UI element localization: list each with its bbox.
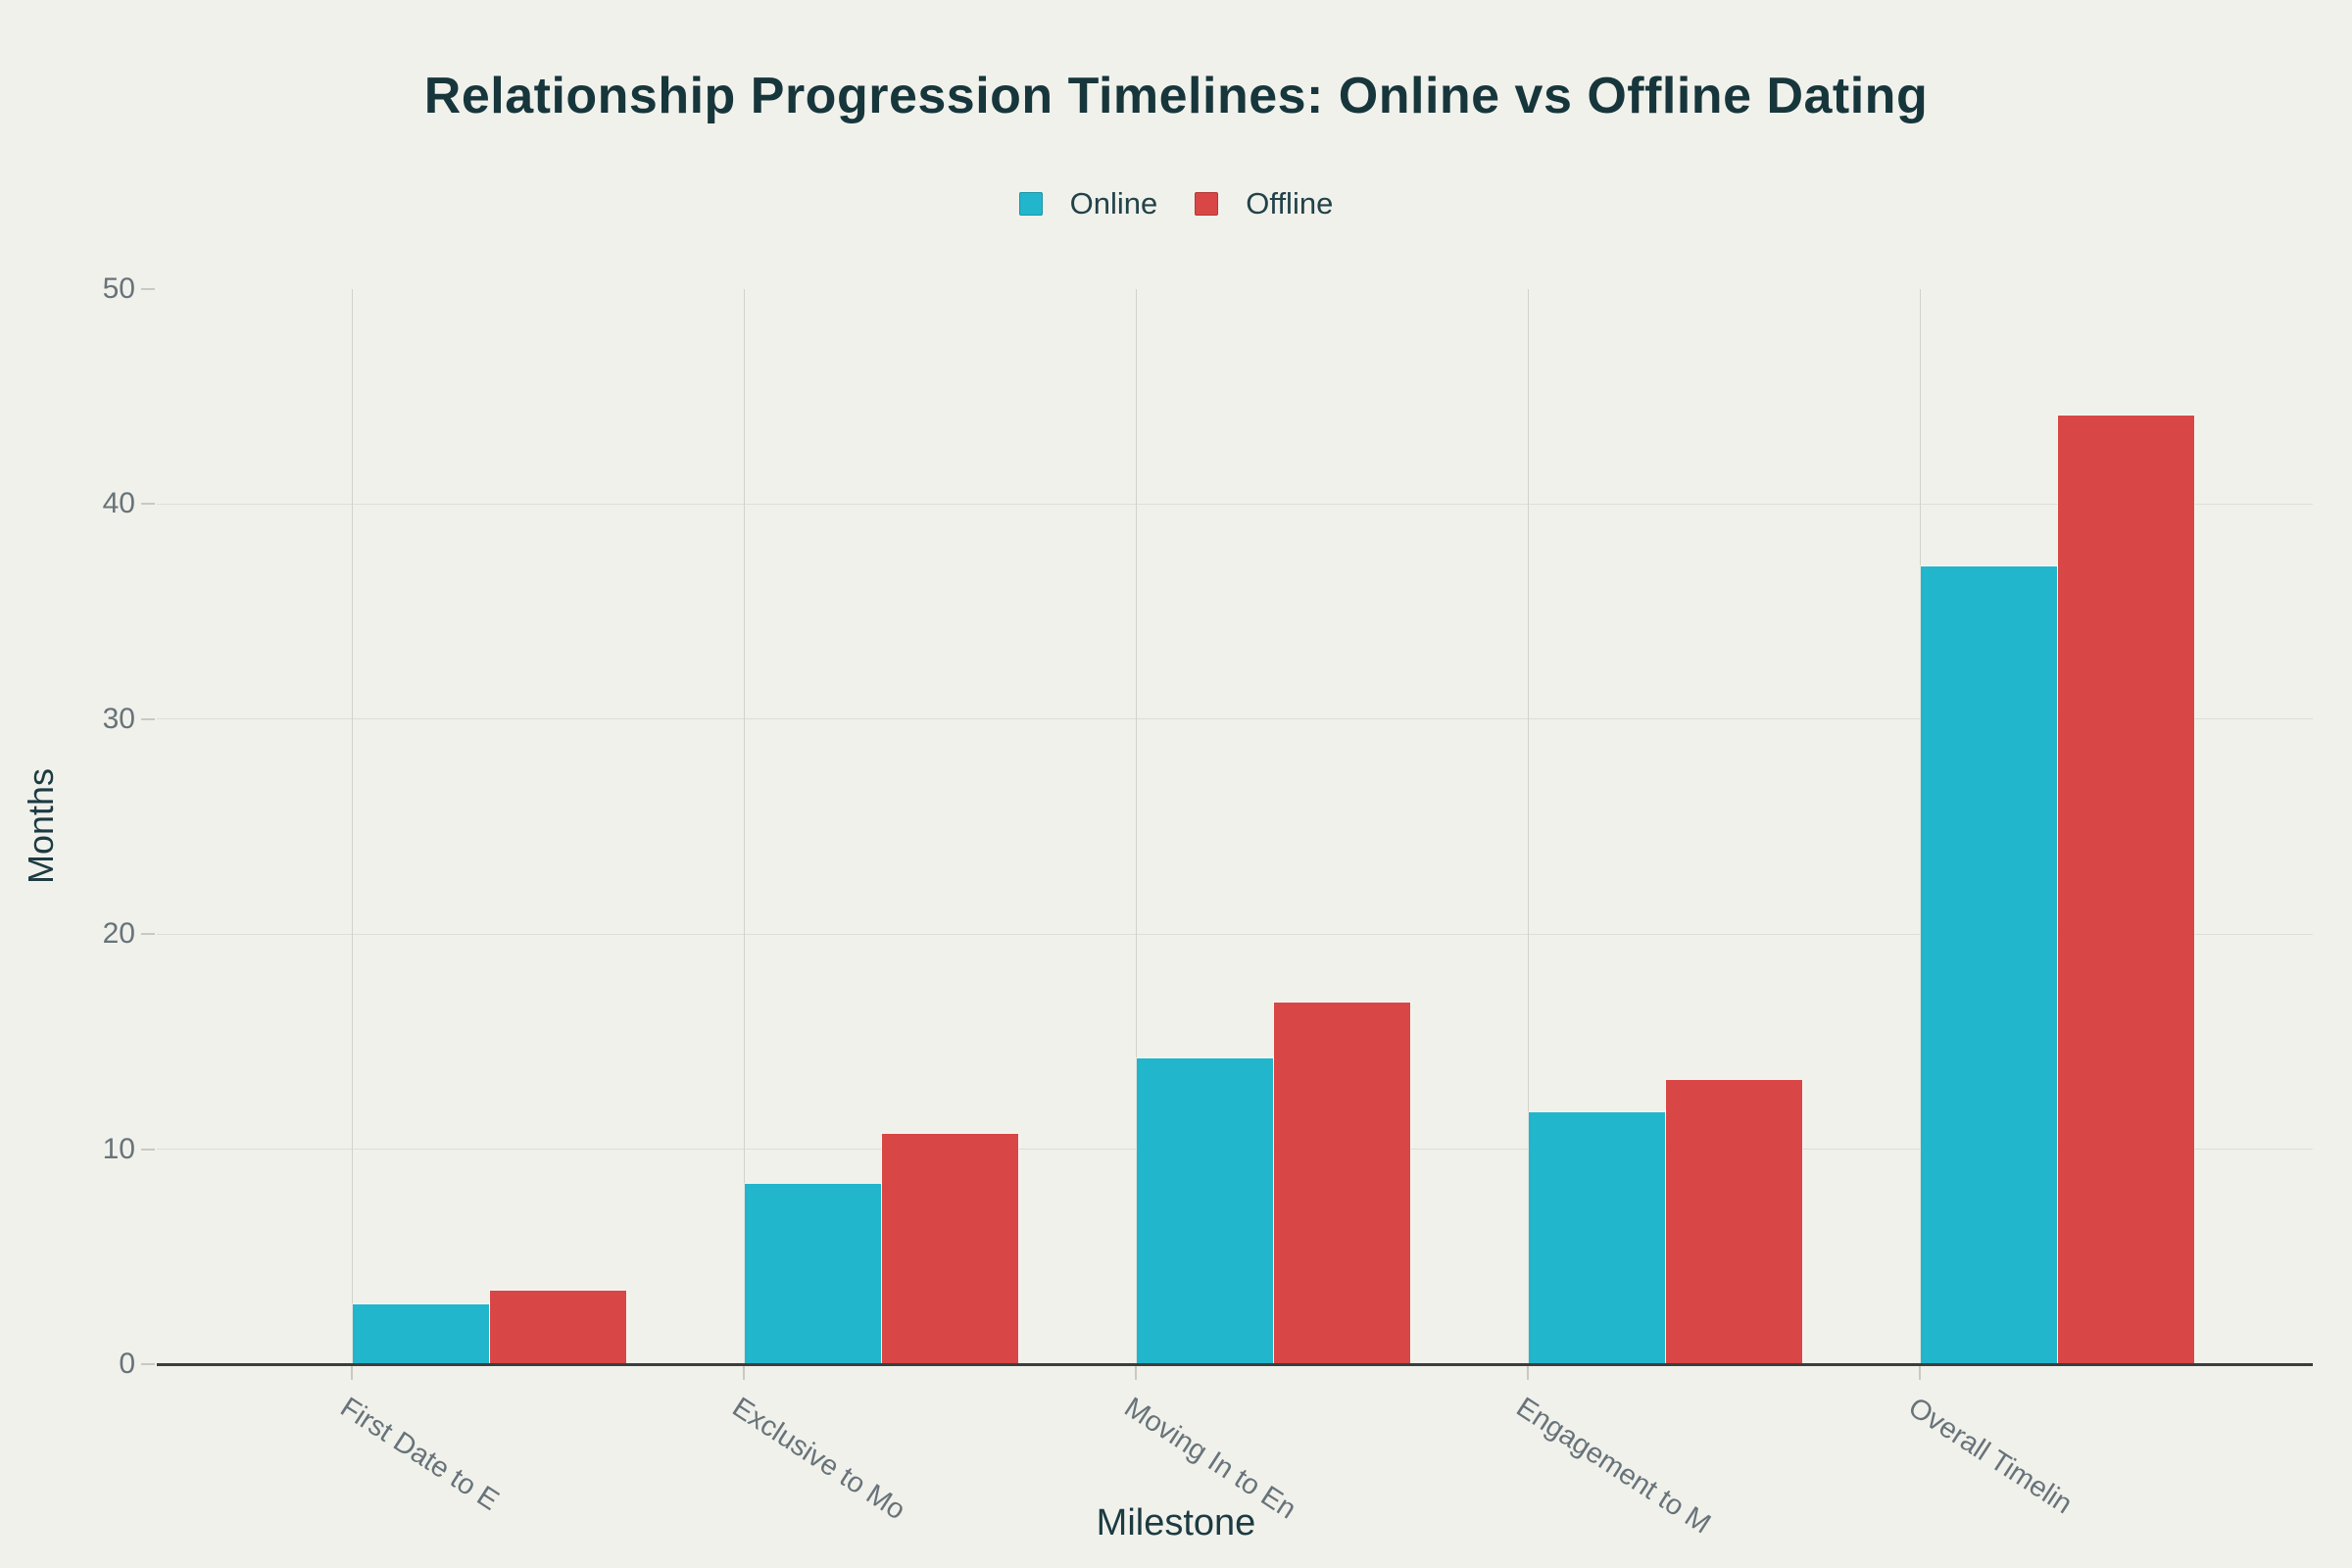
- y-tick-mark: [141, 1148, 155, 1151]
- x-gridline: [1528, 289, 1529, 1364]
- bar-offline-4[interactable]: [2058, 416, 2194, 1364]
- bar-online-1[interactable]: [745, 1183, 881, 1364]
- x-gridline: [1136, 289, 1137, 1364]
- x-axis-line: [157, 1363, 2313, 1366]
- bar-online-0[interactable]: [353, 1303, 489, 1364]
- legend-swatch-online-icon: [1018, 192, 1043, 216]
- x-tick-mark: [1135, 1364, 1137, 1380]
- x-tick-mark: [351, 1364, 353, 1380]
- y-tick-label: 50: [102, 272, 135, 305]
- y-tick-mark: [141, 288, 155, 290]
- y-tick-label: 30: [102, 702, 135, 735]
- y-tick-label: 10: [102, 1132, 135, 1165]
- x-gridline: [744, 289, 745, 1364]
- bar-online-2[interactable]: [1137, 1058, 1273, 1364]
- y-tick-mark: [141, 717, 155, 720]
- y-tick-mark: [141, 503, 155, 506]
- legend: Online Offline: [0, 186, 2352, 221]
- y-axis-title: Months: [21, 767, 61, 885]
- y-gridline: [157, 503, 2313, 505]
- y-tick-label: 40: [102, 487, 135, 520]
- bar-offline-1[interactable]: [882, 1134, 1018, 1364]
- legend-item-offline[interactable]: Offline: [1195, 186, 1333, 221]
- y-tick-mark: [141, 1363, 155, 1365]
- x-tick-mark: [743, 1364, 745, 1380]
- legend-label-offline: Offline: [1246, 186, 1334, 220]
- x-tick-mark: [1527, 1364, 1529, 1380]
- y-tick-label: 0: [119, 1348, 135, 1380]
- y-gridline: [157, 933, 2313, 935]
- legend-label-online: Online: [1069, 186, 1158, 220]
- bar-offline-3[interactable]: [1666, 1080, 1802, 1364]
- bar-online-3[interactable]: [1529, 1112, 1665, 1364]
- legend-swatch-offline-icon: [1195, 192, 1219, 216]
- x-tick-label: First Date to E: [334, 1392, 505, 1517]
- legend-item-online[interactable]: Online: [1018, 186, 1158, 221]
- x-tick-mark: [1919, 1364, 1921, 1380]
- y-tick-label: 20: [102, 917, 135, 951]
- bar-online-4[interactable]: [1921, 566, 2057, 1364]
- bar-offline-0[interactable]: [490, 1291, 626, 1364]
- chart-title: Relationship Progression Timelines: Onli…: [423, 68, 1929, 124]
- x-axis-title: Milestone: [1096, 1502, 1256, 1544]
- y-gridline: [157, 718, 2313, 720]
- y-tick-mark: [141, 933, 155, 936]
- x-gridline: [352, 289, 353, 1364]
- bar-offline-2[interactable]: [1274, 1003, 1410, 1364]
- x-gridline: [1920, 289, 1921, 1364]
